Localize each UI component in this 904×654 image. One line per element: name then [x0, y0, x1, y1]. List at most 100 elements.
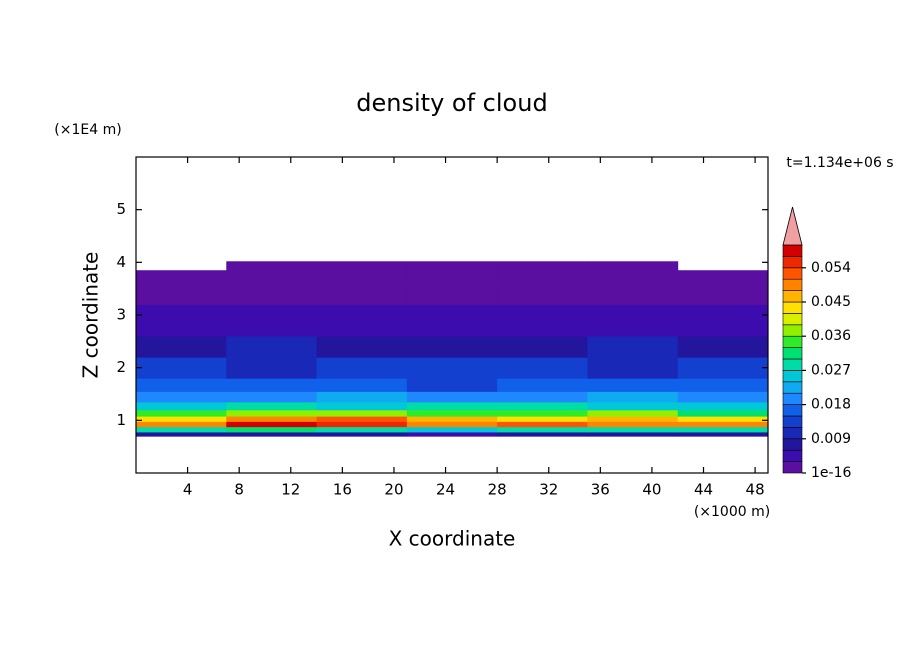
- field-cell: [406, 431, 498, 437]
- field-cell: [226, 391, 318, 403]
- field-cell: [226, 270, 318, 284]
- field-cell: [226, 357, 318, 379]
- field-cell: [316, 391, 408, 403]
- field-cell: [136, 270, 227, 284]
- colorbar-box: [782, 427, 803, 440]
- field-cell: [677, 336, 769, 358]
- field-cell: [497, 261, 588, 271]
- x-tick-label: 48: [746, 481, 765, 499]
- field-cell: [136, 378, 227, 392]
- field-cell: [226, 426, 318, 433]
- colorbar-box: [782, 370, 803, 383]
- field-cell: [316, 426, 408, 433]
- contour-field: [136, 261, 769, 437]
- field-cell: [316, 261, 408, 271]
- colorbar-tick-label: 0.036: [811, 328, 851, 344]
- colorbar-box: [782, 301, 803, 314]
- field-cell: [587, 409, 679, 417]
- field-cell: [226, 304, 318, 337]
- colorbar-tick-label: 0.018: [811, 397, 851, 413]
- field-cell: [316, 283, 408, 305]
- field-cell: [587, 304, 679, 337]
- y-tick-label: 2: [116, 358, 126, 376]
- field-cell: [677, 416, 769, 422]
- field-cell: [136, 283, 227, 305]
- field-cell: [677, 304, 769, 337]
- field-cell: [677, 391, 769, 403]
- field-cell: [406, 409, 498, 417]
- colorbar-box: [782, 244, 803, 257]
- field-cell: [497, 357, 588, 379]
- field-cell: [497, 283, 588, 305]
- colorbar-box: [782, 256, 803, 269]
- field-cell: [677, 421, 769, 428]
- colorbar-box: [782, 415, 803, 428]
- field-cell: [677, 426, 769, 433]
- colorbar-box: [782, 267, 803, 280]
- field-cell: [497, 391, 588, 403]
- chart-title: density of cloud: [356, 89, 547, 117]
- field-cell: [497, 431, 588, 437]
- colorbar-box: [782, 358, 803, 371]
- field-cell: [677, 401, 769, 411]
- field-cell: [226, 283, 318, 305]
- y-tick-label: 1: [116, 411, 126, 429]
- field-cell: [136, 401, 227, 411]
- x-tick-label: 36: [591, 481, 610, 499]
- field-cell: [316, 304, 408, 337]
- field-cell: [406, 401, 498, 411]
- colorbar-tick-label: 1e-16: [811, 465, 851, 481]
- colorbar-tick-label: 0.045: [811, 294, 851, 310]
- field-cell: [226, 378, 318, 392]
- colorbar-extend: [782, 206, 803, 246]
- field-cell: [136, 357, 227, 379]
- field-cell: [587, 431, 679, 437]
- x-tick-label: 4: [183, 481, 193, 499]
- colorbar-box: [782, 278, 803, 291]
- colorbar-box: [782, 313, 803, 326]
- colorbar-box: [782, 335, 803, 348]
- x-tick-label: 24: [436, 481, 455, 499]
- field-cell: [136, 421, 227, 428]
- field-cell: [136, 431, 227, 437]
- field-cell: [316, 416, 408, 422]
- field-cell: [136, 416, 227, 422]
- x-tick-label: 44: [694, 481, 713, 499]
- field-cell: [677, 378, 769, 392]
- field-cell: [226, 261, 318, 271]
- field-cell: [226, 336, 318, 358]
- colorbar-tick-label: 0.027: [811, 362, 851, 378]
- field-cell: [497, 416, 588, 422]
- x-tick-label: 8: [234, 481, 244, 499]
- colorbar-tick-label: 0.009: [811, 431, 851, 447]
- field-cell: [497, 401, 588, 411]
- field-cell: [406, 336, 498, 358]
- field-cell: [316, 336, 408, 358]
- colorbar-box: [782, 381, 803, 394]
- colorbar-box: [782, 461, 803, 474]
- field-cell: [497, 304, 588, 337]
- colorbar-tick-label: 0.054: [811, 260, 851, 276]
- field-cell: [226, 421, 318, 428]
- field-cell: [587, 270, 679, 284]
- field-cell: [406, 416, 498, 422]
- field-cell: [316, 378, 408, 392]
- x-tick-label: 28: [488, 481, 507, 499]
- field-cell: [497, 336, 588, 358]
- field-cell: [677, 283, 769, 305]
- field-cell: [587, 401, 679, 411]
- field-cell: [587, 378, 679, 392]
- field-cell: [226, 416, 318, 422]
- field-cell: [406, 421, 498, 428]
- field-cell: [136, 336, 227, 358]
- x-unit: (×1000 m): [694, 504, 770, 520]
- field-cell: [677, 409, 769, 417]
- field-cell: [677, 431, 769, 437]
- field-cell: [587, 421, 679, 428]
- field-cell: [587, 283, 679, 305]
- colorbar-box: [782, 324, 803, 337]
- field-cell: [587, 336, 679, 358]
- colorbar-box: [782, 404, 803, 417]
- field-cell: [316, 409, 408, 417]
